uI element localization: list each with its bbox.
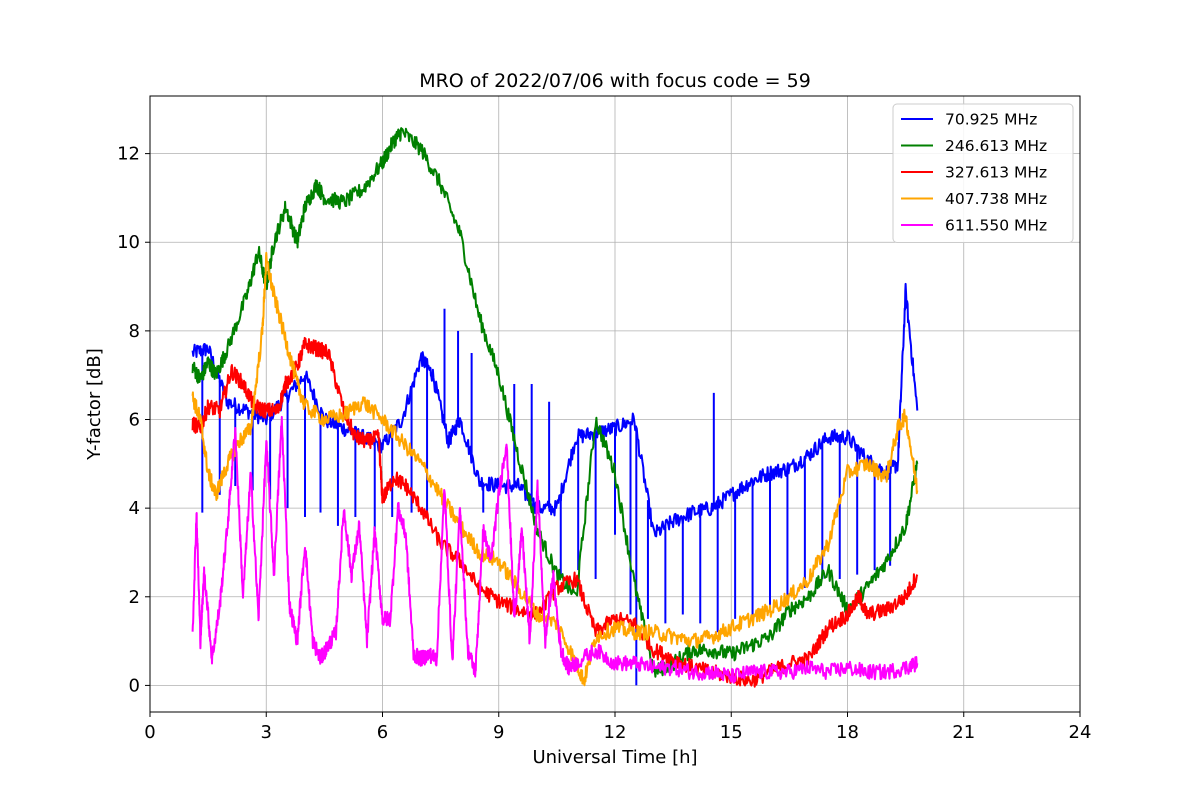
y-tick-label: 6 [129, 410, 140, 431]
y-tick-label: 0 [129, 675, 140, 696]
y-tick-label: 10 [117, 232, 140, 253]
legend-entry: 327.613 MHz [945, 164, 1047, 182]
y-tick-label: 4 [129, 498, 140, 519]
y-tick-label: 12 [117, 144, 140, 165]
legend: 70.925 MHz 246.613 MHz 327.613 MHz 407.738 … [892, 103, 1074, 243]
y-axis-label: Y-factor [dB] [84, 348, 105, 461]
series-group [191, 127, 919, 688]
x-tick-label: 9 [493, 722, 504, 743]
x-tick-label: 6 [377, 722, 388, 743]
x-axis-label: Universal Time [h] [532, 747, 697, 768]
x-tick-label: 24 [1069, 722, 1092, 743]
x-tick-label: 0 [144, 722, 155, 743]
legend-entry: 611.550 MHz [945, 217, 1047, 235]
legend-entry: 70.925 MHz [945, 111, 1037, 129]
x-tick-label: 21 [952, 722, 975, 743]
x-tick-label: 15 [720, 722, 743, 743]
plot-area [191, 127, 919, 688]
x-tick-label: 3 [261, 722, 272, 743]
series-line-4 [191, 415, 919, 684]
legend-entry: 407.738 MHz [945, 190, 1047, 208]
x-tick-label: 18 [836, 722, 859, 743]
chart-title: MRO of 2022/07/06 with focus code = 59 [419, 70, 811, 92]
legend-box [892, 103, 1074, 243]
y-tick-label: 8 [129, 321, 140, 342]
legend-entry: 246.613 MHz [945, 137, 1047, 155]
x-tick-label: 12 [604, 722, 627, 743]
series-line-1 [191, 127, 919, 678]
y-tick-label: 2 [129, 587, 140, 608]
